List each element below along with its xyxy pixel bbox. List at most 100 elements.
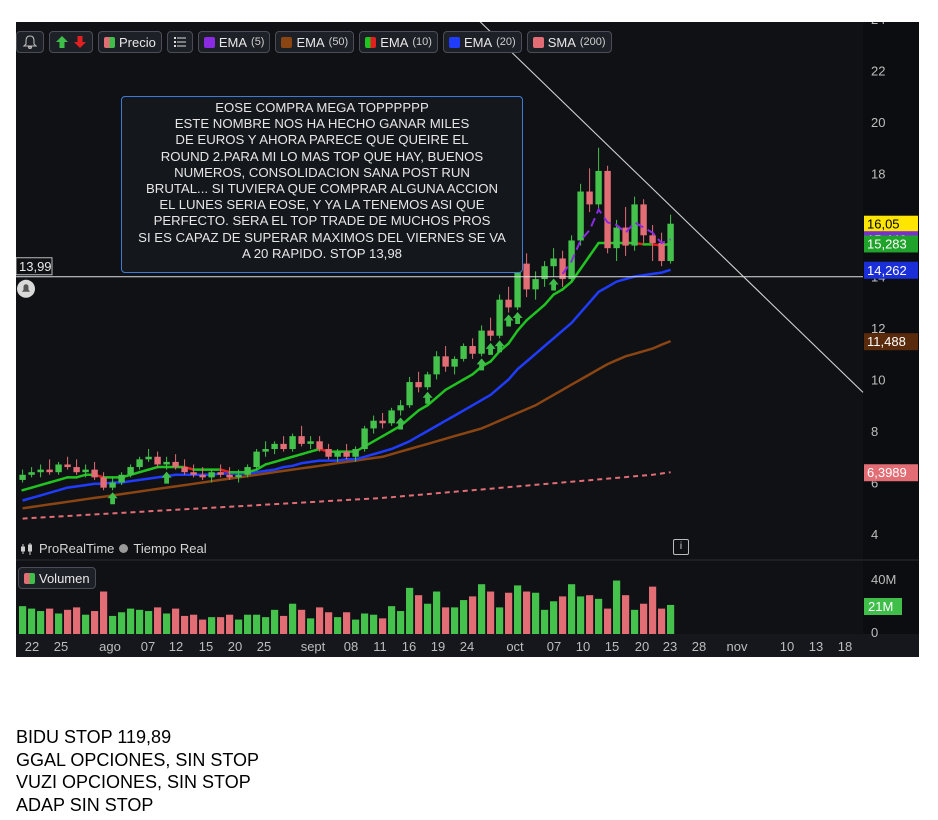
candle-body <box>172 461 179 468</box>
chart-toolbar: Precio EMA (5) EMA (50) EMA (10) EMA (20… <box>16 30 612 54</box>
volume-bar <box>235 619 243 634</box>
candle-body <box>514 263 521 308</box>
candle-body <box>19 474 26 480</box>
annotation-line: ROUND 2.PARA MI LO MAS TOP QUE HAY, BUEN… <box>160 148 484 164</box>
candle-body <box>595 170 602 205</box>
volume-scale-label: 0 <box>871 625 878 640</box>
annotation-line: DE EUROS Y AHORA PARECE QUE QUEIRE EL <box>175 132 469 148</box>
x-tick-label: 07 <box>141 639 155 654</box>
volume-bar <box>64 609 72 634</box>
candle-body <box>487 330 494 336</box>
volume-bar <box>370 614 378 634</box>
volume-bar <box>190 614 198 634</box>
volume-bar <box>73 607 81 634</box>
y-tick-label: 12 <box>871 321 885 336</box>
candle-body <box>559 258 566 280</box>
alert-button[interactable] <box>16 31 44 53</box>
info-button[interactable]: i <box>673 539 689 555</box>
candle-body <box>28 472 35 475</box>
volume-bar <box>514 585 522 634</box>
volume-panel-label[interactable]: Volumen <box>18 567 96 589</box>
price-tag-bg <box>864 333 918 351</box>
list-button[interactable] <box>166 31 193 53</box>
down-arrow-icon <box>74 36 86 48</box>
volume-bar <box>118 612 126 634</box>
ema10-segment <box>48 478 60 484</box>
x-tick-label: 19 <box>431 639 445 654</box>
ema20-label: EMA <box>463 34 493 50</box>
volume-bar <box>631 609 639 634</box>
note-line: VUZI OPCIONES, SIN STOP <box>16 772 251 792</box>
volume-bar <box>91 611 99 634</box>
note-line: BIDU STOP 119,89 <box>16 727 172 747</box>
volume-bar <box>577 596 585 634</box>
ema10-segment <box>408 409 420 420</box>
ema10-segment <box>138 468 150 474</box>
x-tick-label: 11 <box>373 639 387 654</box>
candle-body <box>289 436 296 450</box>
candle-body <box>352 449 359 457</box>
candle-body <box>451 358 458 367</box>
volume-bar <box>127 608 135 634</box>
ema10-segment <box>282 455 294 461</box>
up-arrow-icon <box>56 36 68 48</box>
ema10-segment <box>588 241 600 258</box>
volume-bar <box>478 584 486 634</box>
indicator-precio-button[interactable]: Precio <box>98 31 162 53</box>
price-tag-bg <box>864 261 918 279</box>
time-axis-bg <box>16 634 919 657</box>
candle-body <box>109 482 116 488</box>
annotation-box[interactable]: EOSE COMPRA MEGA TOPPPPPP ESTE NOMBRE NO… <box>121 96 523 273</box>
x-tick-label: 15 <box>199 639 213 654</box>
indicator-ema5-button[interactable]: EMA (5) <box>197 31 271 53</box>
price-chart[interactable]: 468101214161820222413,9916,0515,44915,28… <box>16 22 919 657</box>
x-tick-label: 08 <box>344 639 358 654</box>
x-tick-label: 12 <box>169 639 183 654</box>
price-tag-bg <box>864 215 918 233</box>
sma200-label: SMA <box>547 34 576 50</box>
note-line: ADAP SIN STOP <box>16 794 154 815</box>
series-line-ema-20 <box>22 268 671 502</box>
candle-body <box>82 469 89 473</box>
volume-bar <box>505 592 513 634</box>
volume-bar <box>667 604 675 634</box>
price-tag-label: 14,262 <box>867 263 907 278</box>
volume-bar <box>199 619 207 634</box>
annotation-line: PERFECTO. SERA EL TOP TRADE DE MUCHOS PR… <box>153 213 491 229</box>
ema10-segment <box>75 473 87 479</box>
volume-bar <box>568 584 576 634</box>
annotation-line: EL LUNES SERIA EOSE, Y YA LA TENEMOS ASI… <box>159 197 485 213</box>
candles-icon <box>21 542 32 555</box>
candle-body <box>199 474 206 478</box>
up-down-button[interactable] <box>49 31 93 53</box>
volume-bar <box>424 603 432 634</box>
indicator-ema50-button[interactable]: EMA (50) <box>275 31 355 53</box>
volume-bar <box>604 608 612 634</box>
indicator-sma200-button[interactable]: SMA (200) <box>526 31 612 53</box>
volume-bar <box>37 611 45 634</box>
chart-panel[interactable]: 468101214161820222413,9916,0515,44915,28… <box>16 22 919 657</box>
x-tick-label: 25 <box>257 639 271 654</box>
candle-body <box>397 405 404 411</box>
ema10-segment <box>309 447 321 453</box>
y-tick-label: 10 <box>871 373 885 388</box>
y-tick-label: 4 <box>871 527 878 542</box>
x-tick-label: 23 <box>663 639 677 654</box>
ema10-segment <box>300 450 312 456</box>
indicator-ema10-button[interactable]: EMA (10) <box>359 31 438 53</box>
volume-bar <box>172 608 180 634</box>
ema10-segment <box>273 458 285 464</box>
ema10-segment <box>489 349 501 363</box>
sma200-period: (200) <box>579 36 606 48</box>
volume-bar <box>415 595 423 634</box>
volume-bar <box>154 607 162 634</box>
candle-body <box>271 443 278 450</box>
ema20-period: (20) <box>496 36 516 48</box>
volume-bar <box>109 615 117 634</box>
x-tick-label: 22 <box>25 639 39 654</box>
indicator-ema20-button[interactable]: EMA (20) <box>442 31 522 53</box>
volume-bar <box>19 606 27 634</box>
ema10-segment <box>291 452 303 458</box>
candle-body <box>208 472 215 478</box>
ema10-segment <box>57 476 69 482</box>
